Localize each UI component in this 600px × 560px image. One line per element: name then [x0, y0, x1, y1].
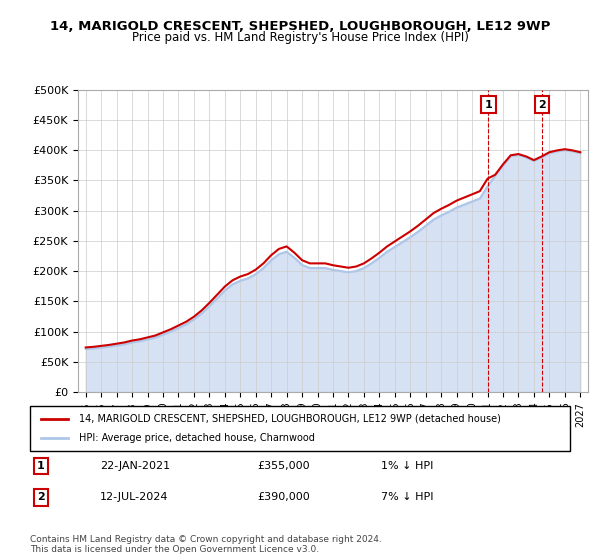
FancyBboxPatch shape [30, 406, 570, 451]
Text: 14, MARIGOLD CRESCENT, SHEPSHED, LOUGHBOROUGH, LE12 9WP: 14, MARIGOLD CRESCENT, SHEPSHED, LOUGHBO… [50, 20, 550, 32]
Text: 22-JAN-2021: 22-JAN-2021 [100, 461, 170, 471]
Text: 1: 1 [37, 461, 44, 471]
Text: Contains HM Land Registry data © Crown copyright and database right 2024.
This d: Contains HM Land Registry data © Crown c… [30, 535, 382, 554]
Text: HPI: Average price, detached house, Charnwood: HPI: Average price, detached house, Char… [79, 433, 314, 444]
Text: Price paid vs. HM Land Registry's House Price Index (HPI): Price paid vs. HM Land Registry's House … [131, 31, 469, 44]
Text: 1% ↓ HPI: 1% ↓ HPI [381, 461, 433, 471]
Text: 7% ↓ HPI: 7% ↓ HPI [381, 492, 433, 502]
Text: £390,000: £390,000 [257, 492, 310, 502]
Text: 2: 2 [37, 492, 44, 502]
Text: £355,000: £355,000 [257, 461, 310, 471]
Text: 2: 2 [538, 100, 546, 110]
Text: 1: 1 [485, 100, 493, 110]
Text: 14, MARIGOLD CRESCENT, SHEPSHED, LOUGHBOROUGH, LE12 9WP (detached house): 14, MARIGOLD CRESCENT, SHEPSHED, LOUGHBO… [79, 413, 500, 423]
Text: 12-JUL-2024: 12-JUL-2024 [100, 492, 169, 502]
